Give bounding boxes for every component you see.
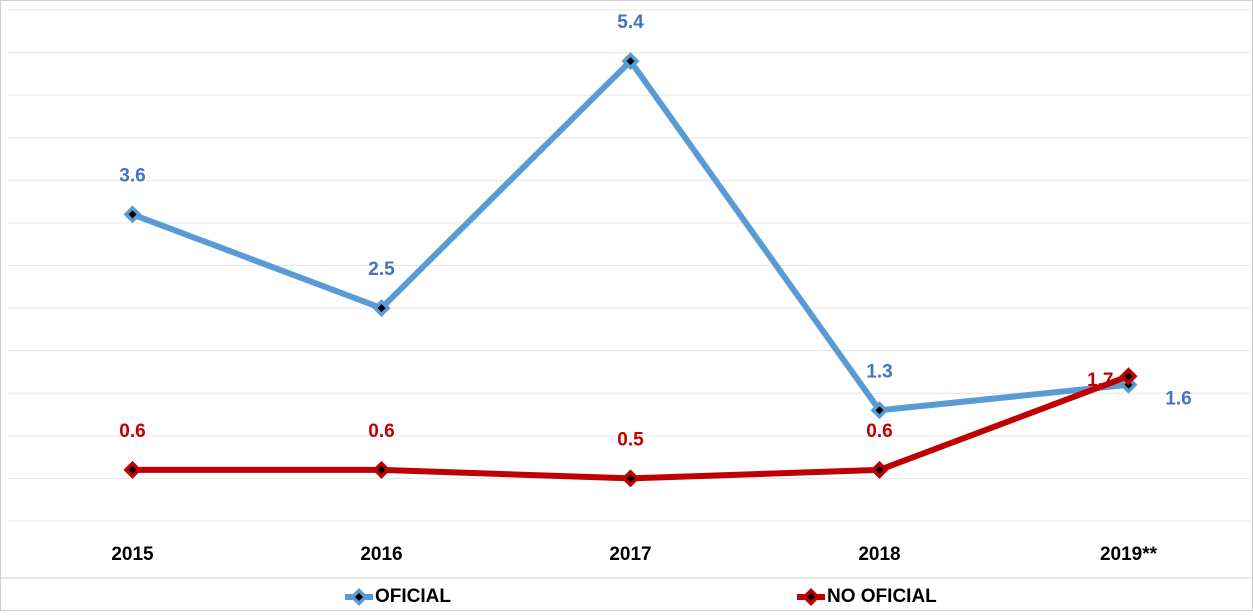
data-label: 1.7: [1087, 370, 1113, 391]
legend-marker: [802, 588, 820, 606]
data-label: 0.6: [866, 421, 892, 442]
data-label: 0.6: [368, 421, 394, 442]
legend-marker: [350, 588, 368, 606]
x-tick-label: 2019**: [1100, 544, 1158, 565]
data-point: [372, 460, 391, 479]
legend-label: NO OFICIAL: [827, 586, 937, 607]
marker-core: [875, 406, 884, 415]
data-label: 0.6: [119, 421, 145, 442]
data-point: [123, 460, 142, 479]
data-point: [123, 205, 142, 224]
x-tick-label: 2016: [360, 544, 402, 565]
data-point: [1119, 367, 1138, 386]
x-tick-label: 2017: [609, 544, 651, 565]
data-point: [870, 460, 889, 479]
data-label: 5.4: [617, 12, 644, 33]
marker-core: [128, 210, 137, 219]
marker-core: [377, 304, 386, 313]
x-tick-label: 2015: [111, 544, 154, 565]
data-label: 3.6: [119, 165, 145, 186]
x-tick-label: 2018: [858, 544, 900, 565]
data-point: [870, 401, 889, 420]
legend-label: OFICIAL: [375, 586, 451, 607]
data-label: 1.3: [866, 361, 892, 382]
data-point: [621, 469, 640, 488]
marker-core: [355, 593, 363, 601]
data-point: [372, 299, 391, 318]
data-label: 1.6: [1165, 389, 1191, 410]
data-point: [621, 52, 640, 71]
marker-core: [128, 465, 137, 474]
data-label: 2.5: [368, 259, 395, 280]
marker-core: [626, 474, 635, 483]
marker-core: [377, 465, 386, 474]
data-label: 0.5: [617, 429, 644, 450]
marker-core: [1124, 372, 1133, 381]
marker-core: [875, 465, 884, 474]
marker-core: [807, 593, 815, 601]
marker-core: [626, 57, 635, 66]
